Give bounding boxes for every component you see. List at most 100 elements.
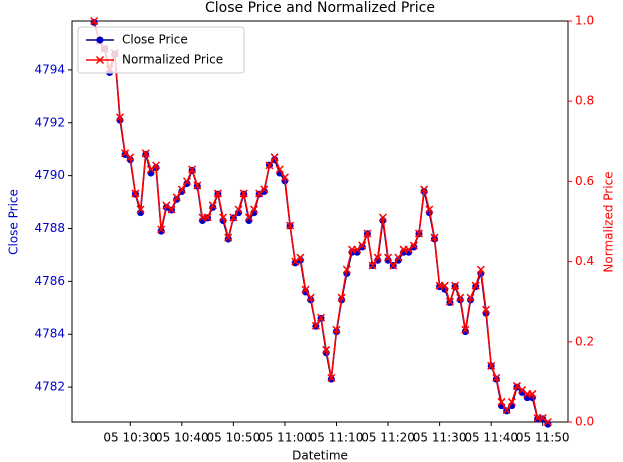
point-marker <box>162 201 171 210</box>
x-tick-label: 05 11:20 <box>361 431 415 445</box>
point-marker <box>544 420 552 428</box>
point-marker <box>286 221 295 230</box>
point-marker <box>188 165 197 174</box>
point-marker <box>528 389 537 398</box>
point-marker <box>157 225 166 234</box>
point-marker <box>296 253 305 262</box>
point-marker <box>146 165 155 174</box>
point-marker <box>203 213 212 222</box>
point-marker <box>518 385 527 394</box>
point-marker <box>332 325 341 334</box>
point-marker <box>538 413 547 423</box>
point-marker <box>141 149 150 158</box>
point-marker <box>131 189 140 198</box>
point-marker <box>481 305 491 314</box>
point-marker <box>147 169 155 177</box>
point-marker <box>90 16 99 26</box>
point-marker <box>543 417 552 427</box>
y2-tick-label: 0.4 <box>575 254 594 268</box>
y2-axis-label: Normalized Price <box>602 171 616 272</box>
point-marker <box>404 245 413 254</box>
point-marker <box>121 150 129 158</box>
point-marker <box>224 235 232 243</box>
point-marker <box>368 261 377 270</box>
point-marker <box>167 205 176 214</box>
point-marker <box>249 205 259 214</box>
point-marker <box>115 113 124 122</box>
point-marker <box>409 241 418 250</box>
point-marker <box>492 373 501 382</box>
point-marker <box>471 281 480 290</box>
point-marker <box>213 189 222 198</box>
x-axis-label: Datetime <box>292 449 348 462</box>
point-marker <box>172 193 181 202</box>
legend-label: Close Price <box>122 33 188 47</box>
point-marker <box>239 189 248 198</box>
point-marker <box>291 257 300 266</box>
series-line <box>93 20 549 423</box>
point-marker <box>394 253 403 262</box>
x-tick-label: 05 11:40 <box>464 431 518 445</box>
point-marker <box>512 381 521 390</box>
point-marker <box>373 253 382 262</box>
legend-box <box>77 26 245 74</box>
y-tick-label: 4794 <box>34 62 65 76</box>
point-marker <box>121 149 130 158</box>
point-marker <box>260 185 269 194</box>
y2-tick-label: 0.6 <box>575 174 594 188</box>
point-marker <box>487 361 496 370</box>
point-marker <box>322 345 331 354</box>
x-tick-label: 05 11:00 <box>258 431 312 445</box>
point-marker <box>193 181 202 190</box>
point-marker <box>177 185 186 194</box>
y-tick-label: 4784 <box>34 327 65 341</box>
point-marker <box>414 229 424 238</box>
point-marker <box>420 185 429 194</box>
x-tick-label: 05 11:10 <box>310 431 364 445</box>
point-marker <box>311 321 320 330</box>
x-tick-label: 05 10:40 <box>155 431 209 445</box>
point-marker <box>280 173 289 182</box>
point-marker <box>265 161 274 170</box>
y-tick-label: 4786 <box>34 274 65 288</box>
point-marker <box>476 265 485 274</box>
point-marker <box>244 213 253 222</box>
x-tick-label: 05 11:50 <box>516 431 570 445</box>
point-marker <box>306 293 315 302</box>
legend-label: Normalized Price <box>122 53 223 67</box>
point-marker <box>461 325 470 334</box>
plot-frame <box>71 20 569 423</box>
point-marker <box>445 297 454 306</box>
point-marker <box>410 243 418 251</box>
point-marker <box>378 213 387 222</box>
point-marker <box>327 373 336 382</box>
point-marker <box>430 233 439 242</box>
point-marker <box>229 213 238 222</box>
point-marker <box>260 187 268 195</box>
point-marker <box>275 165 284 174</box>
point-marker <box>342 265 351 274</box>
point-marker <box>337 293 346 302</box>
point-marker <box>353 245 362 254</box>
y2-tick-label: 0.0 <box>575 415 594 429</box>
point-marker <box>363 229 372 238</box>
y-tick-label: 4788 <box>34 221 65 235</box>
point-marker <box>456 293 465 302</box>
y-tick-label: 4782 <box>34 380 65 394</box>
chart-title: Close Price and Normalized Price <box>205 0 435 16</box>
point-marker <box>182 177 192 186</box>
point-marker <box>384 253 393 262</box>
y-tick-label: 4790 <box>34 168 65 182</box>
legend-marker <box>96 36 104 44</box>
point-marker <box>451 281 460 290</box>
point-marker <box>317 313 326 322</box>
point-marker <box>358 243 366 251</box>
y2-tick-label: 0.2 <box>575 334 594 348</box>
point-marker <box>136 205 145 214</box>
point-marker <box>234 205 243 214</box>
point-marker <box>497 397 506 406</box>
point-marker <box>466 293 475 302</box>
x-tick-label: 05 10:50 <box>207 431 261 445</box>
point-marker <box>389 261 398 270</box>
